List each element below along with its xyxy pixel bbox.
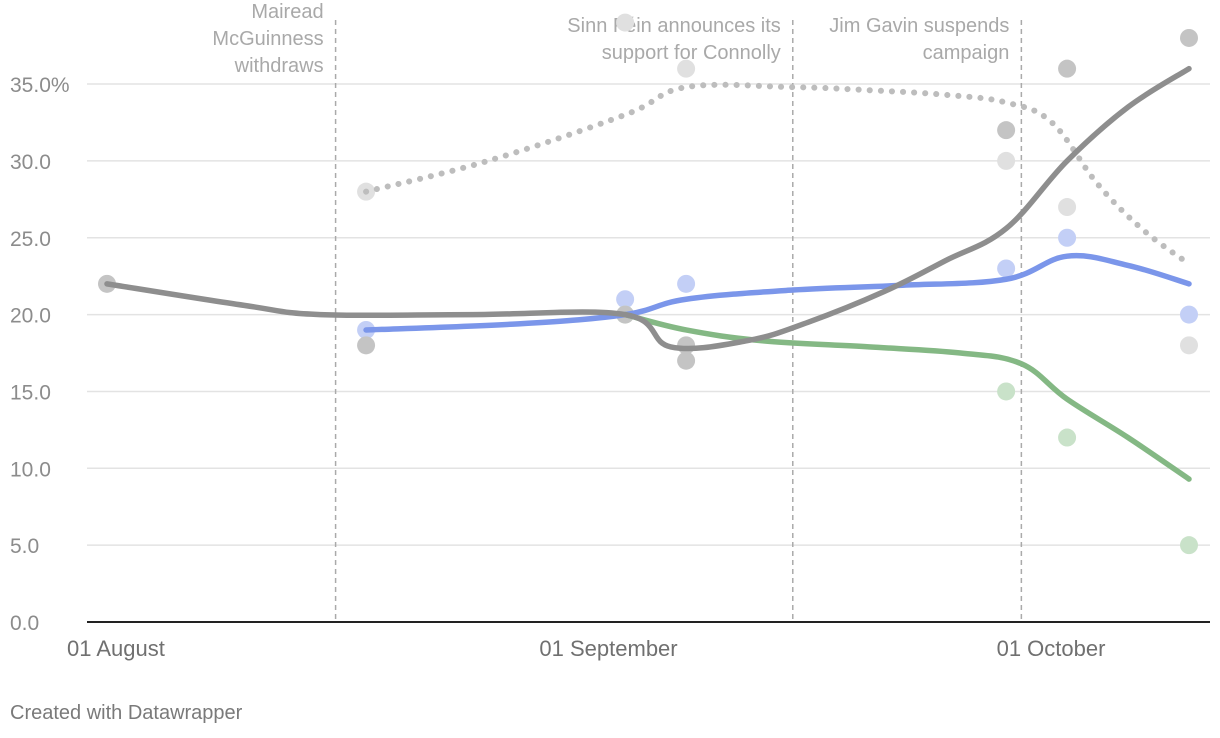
- x-tick-label: 01 September: [539, 636, 677, 661]
- poll-point: [997, 382, 1016, 401]
- poll-point: [1058, 428, 1077, 447]
- poll-point: [997, 121, 1016, 140]
- poll-point: [1058, 59, 1077, 78]
- y-tick-label: 20.0: [10, 305, 51, 328]
- x-tick-label: 01 October: [997, 636, 1106, 661]
- y-tick-label: 30.0: [10, 151, 51, 174]
- poll-point: [1058, 198, 1077, 217]
- poll-point: [357, 336, 376, 355]
- poll-point: [677, 59, 696, 78]
- y-tick-label: 35.0%: [10, 74, 70, 97]
- poll-point: [997, 259, 1016, 278]
- poll-point: [677, 274, 696, 293]
- trend-line: [363, 252, 1192, 333]
- credit-text: Created with Datawrapper: [10, 702, 243, 724]
- trend-line: [622, 311, 1192, 482]
- trend-line: [363, 81, 1192, 267]
- annotation-text: withdraws: [234, 55, 324, 77]
- trend-line: [104, 65, 1192, 352]
- annotation-text: McGuinness: [212, 28, 323, 50]
- poll-point: [1180, 28, 1198, 47]
- y-tick-label: 25.0: [10, 228, 51, 251]
- annotation-text: Sinn Féin announces its: [567, 15, 780, 37]
- poll-point: [1058, 228, 1077, 247]
- poll-point: [997, 151, 1016, 170]
- poll-point: [616, 290, 635, 309]
- y-tick-label: 0.0: [10, 612, 39, 635]
- poll-point: [677, 336, 696, 355]
- poll-point: [616, 13, 635, 32]
- annotation-text: support for Connolly: [602, 42, 781, 64]
- y-tick-label: 5.0: [10, 535, 39, 558]
- annotation-text: Mairead: [251, 1, 323, 23]
- annotation-text: campaign: [923, 42, 1010, 64]
- poll-point: [1180, 336, 1198, 355]
- poll-point: [1180, 536, 1198, 555]
- poll-point: [1180, 305, 1198, 324]
- poll-point: [677, 351, 696, 370]
- y-tick-label: 15.0: [10, 381, 51, 404]
- x-tick-label: 01 August: [67, 636, 165, 661]
- annotation-text: Jim Gavin suspends: [829, 15, 1009, 37]
- y-tick-label: 10.0: [10, 458, 51, 481]
